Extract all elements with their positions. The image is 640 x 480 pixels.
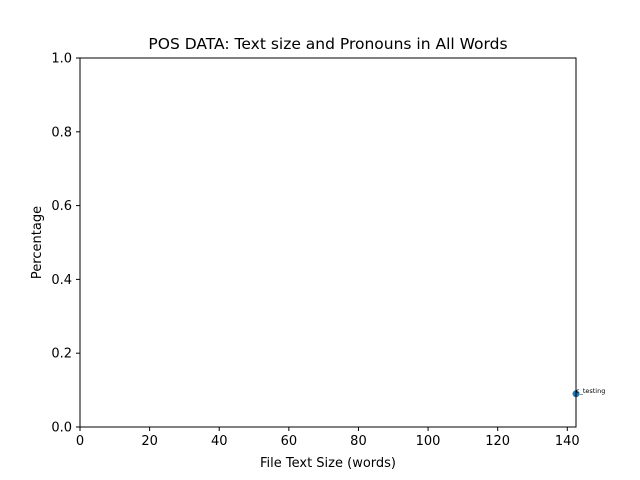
- y-tick-label: 0.8: [51, 125, 72, 140]
- y-tick-label: 0.2: [51, 347, 72, 362]
- plot-frame: [79, 57, 577, 428]
- x-tick-label: 20: [141, 434, 158, 449]
- x-tick-label: 40: [211, 434, 228, 449]
- x-tick-label: 140: [555, 434, 580, 449]
- y-axis-label: Percentage: [30, 206, 45, 279]
- x-axis-label: File Text Size (words): [260, 456, 396, 471]
- data-points: c_testing: [572, 387, 605, 398]
- x-tick-label: 60: [281, 434, 298, 449]
- data-point-label: c_testing: [576, 387, 605, 395]
- x-axis: 0 20 40 60 80 100 120 140: [76, 427, 580, 449]
- y-tick-label: 1.0: [51, 52, 72, 67]
- x-tick-label: 0: [76, 434, 84, 449]
- y-axis: 0.0 0.2 0.4 0.6 0.8 1.0: [51, 52, 80, 436]
- y-tick-label: 0.4: [51, 273, 72, 288]
- x-tick-label: 120: [485, 434, 510, 449]
- chart-title: POS DATA: Text size and Pronouns in All …: [148, 35, 507, 53]
- x-tick-label: 100: [416, 434, 441, 449]
- x-tick-label: 80: [350, 434, 367, 449]
- y-tick-label: 0.6: [51, 199, 72, 214]
- y-tick-label: 0.0: [51, 421, 72, 436]
